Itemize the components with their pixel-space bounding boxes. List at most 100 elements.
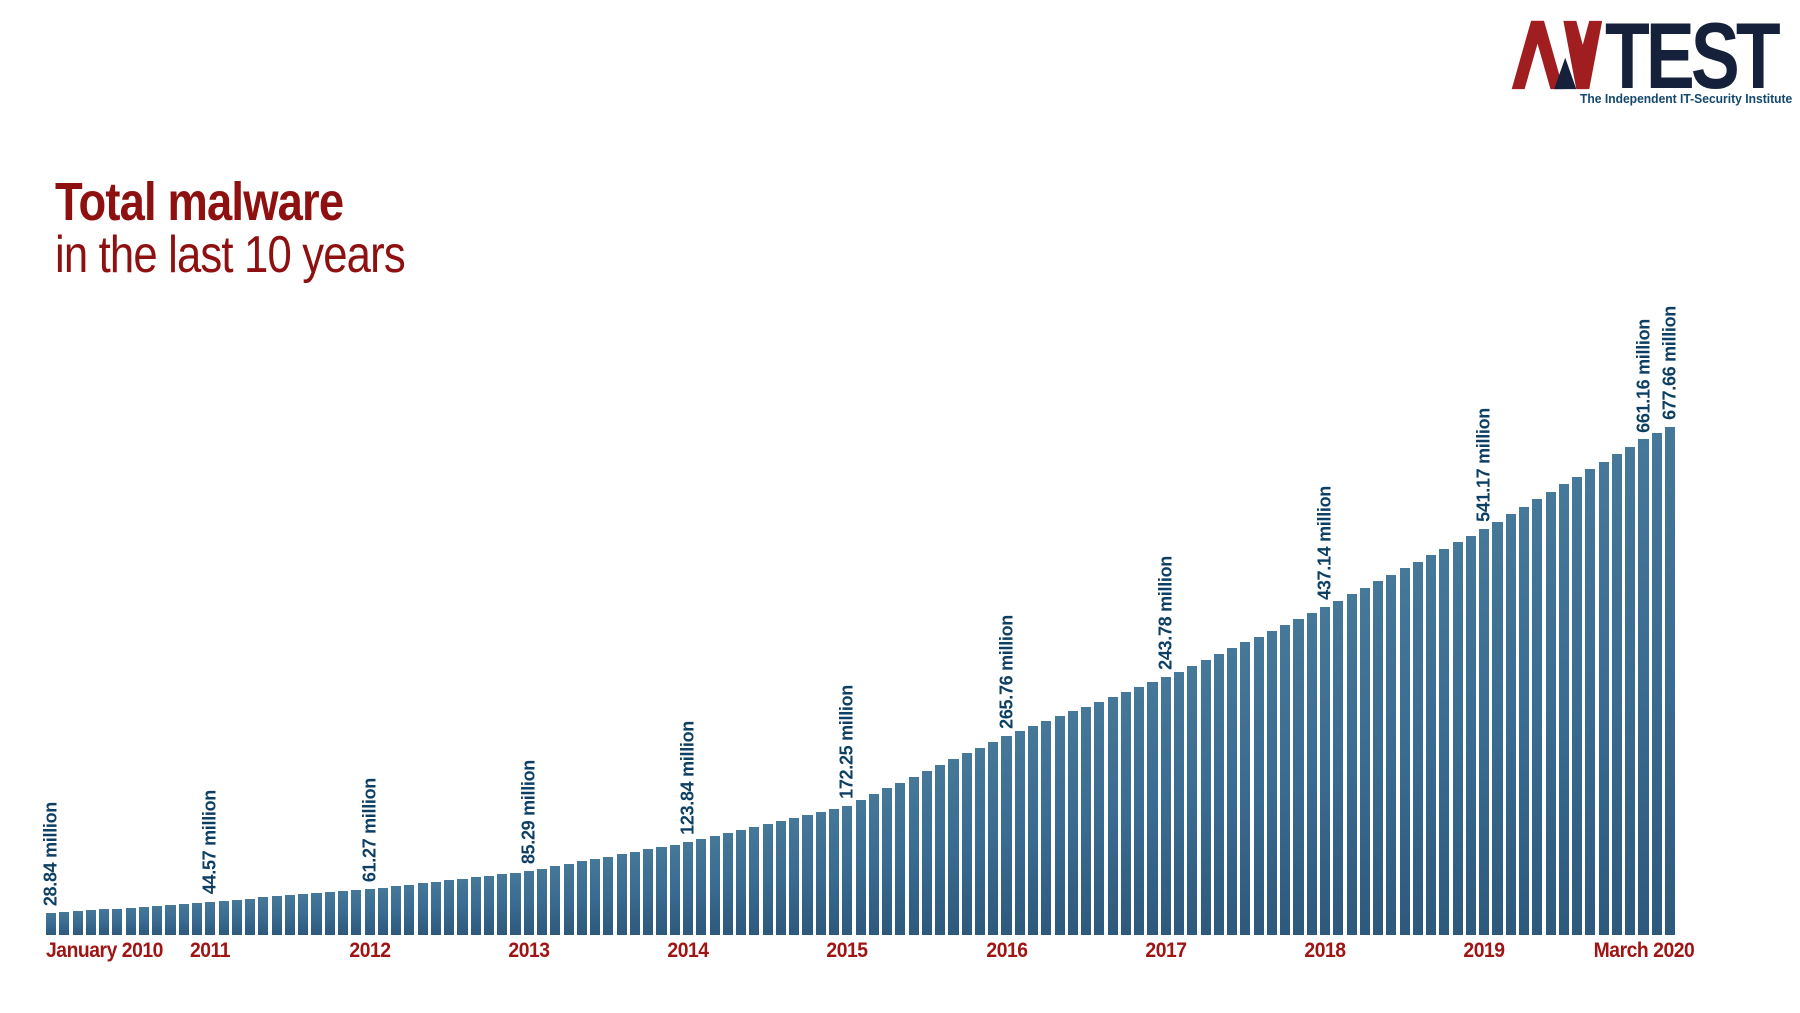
bar-value-label: 677.66 million: [1659, 306, 1680, 420]
bar: [1532, 499, 1543, 935]
bar: [1452, 542, 1463, 935]
bar: [842, 805, 853, 935]
bar: [961, 753, 972, 935]
bar: [178, 903, 189, 935]
bar: [391, 886, 402, 935]
bar: [576, 861, 587, 935]
bar: [1412, 561, 1423, 935]
bar: [1054, 716, 1065, 935]
bar: [908, 776, 919, 935]
bar: [165, 904, 176, 935]
bar: [1014, 730, 1025, 935]
x-axis-tick: March 2020: [1593, 939, 1694, 962]
bar: [523, 871, 534, 935]
bar: [935, 765, 946, 935]
bar-value-label: 61.27 million: [359, 777, 380, 883]
bar: [59, 912, 70, 935]
bar: [1399, 568, 1410, 935]
bar: [324, 892, 335, 935]
bar: [669, 844, 680, 935]
bar: [1067, 711, 1078, 935]
x-axis-tick: 2011: [190, 939, 231, 962]
bar: [85, 910, 96, 935]
bar: [112, 908, 123, 935]
bar: [868, 794, 879, 935]
bar: [1280, 624, 1291, 935]
bar: [470, 877, 481, 935]
bar: [1545, 491, 1556, 935]
bar: [1174, 671, 1185, 935]
x-axis-tick: 2017: [1145, 939, 1187, 962]
bar: [1426, 555, 1437, 935]
bar: [1664, 427, 1676, 935]
bar: [1319, 607, 1331, 935]
bar: [802, 814, 813, 935]
bar: [988, 741, 999, 935]
bar: [245, 898, 256, 935]
bar: [1134, 687, 1145, 935]
bar: [1293, 619, 1304, 935]
bar: [1373, 581, 1384, 935]
bar: [258, 897, 269, 935]
bar: [643, 849, 654, 935]
bar: [1492, 521, 1503, 935]
bar: [1558, 484, 1569, 935]
bar: [1479, 529, 1490, 935]
bar: [683, 842, 694, 935]
bar: [46, 913, 57, 935]
avtest-logo-mark-icon: [1511, 20, 1603, 90]
x-axis-tick: 2018: [1304, 939, 1346, 962]
bar: [815, 811, 826, 935]
bar: [284, 895, 296, 935]
x-axis-tick: 2013: [508, 939, 550, 962]
bar: [1147, 682, 1158, 935]
bar: [192, 902, 203, 935]
bar: [1266, 630, 1277, 935]
bar: [1572, 476, 1583, 935]
bar: [1625, 446, 1636, 935]
bar: [430, 881, 441, 935]
bar: [1585, 469, 1596, 935]
bar: [563, 863, 574, 935]
x-axis-tick: 2014: [667, 939, 709, 962]
bar: [218, 900, 229, 935]
bar: [775, 821, 787, 935]
bar: [629, 851, 641, 935]
bar: [337, 891, 349, 935]
bar: [1253, 636, 1264, 935]
logo-brand-text: TEST: [1605, 3, 1781, 108]
bar: [550, 866, 561, 935]
bar-value-label: 123.84 million: [677, 721, 698, 836]
bar: [1081, 706, 1092, 935]
bar: [1346, 594, 1357, 935]
bar: [537, 868, 548, 935]
bar: [762, 824, 773, 935]
bar: [696, 839, 707, 935]
bar: [1187, 665, 1198, 935]
bar: [789, 818, 800, 935]
bar: [656, 847, 667, 935]
bar: [1611, 454, 1623, 935]
bar-value-label: 437.14 million: [1314, 486, 1335, 601]
bar: [311, 893, 322, 935]
bar: [125, 907, 136, 935]
bar: [1094, 701, 1105, 935]
bar: [404, 884, 415, 935]
bar-value-label: 661.16 million: [1633, 318, 1653, 433]
bar: [1213, 654, 1224, 935]
x-axis-tick: 2019: [1463, 939, 1506, 962]
x-axis-tick: 2012: [349, 939, 391, 962]
chart-title: Total malware in the last 10 years: [55, 175, 406, 282]
bar: [72, 911, 83, 935]
bar: [1306, 613, 1317, 935]
bar: [457, 878, 468, 935]
bar: [882, 788, 893, 935]
bar: [1333, 600, 1344, 935]
bar: [1227, 648, 1238, 935]
bar: [1439, 548, 1450, 935]
bar: [497, 874, 508, 935]
bar-value-label: 172.25 million: [836, 685, 857, 799]
bar-value-label: 44.57 million: [199, 790, 220, 895]
bar: [152, 905, 163, 935]
